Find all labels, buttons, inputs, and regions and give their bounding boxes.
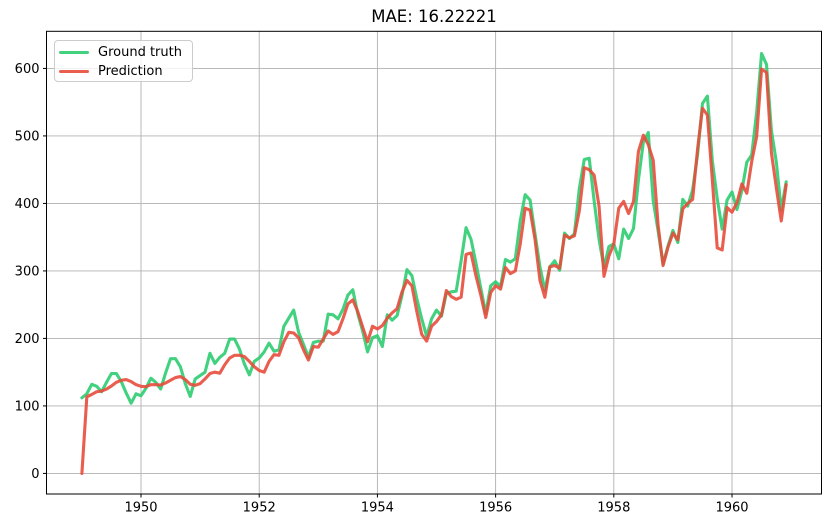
series-lines xyxy=(80,52,788,475)
prediction-swatch xyxy=(59,69,89,74)
x-tick-label: 1954 xyxy=(361,501,394,516)
axis-ticks: 1950 1952 1954 1956 1958 1960 0 100 200 300 400 500… xyxy=(15,62,749,516)
x-tick-label: 1958 xyxy=(597,501,630,516)
y-tick-label: 500 xyxy=(15,129,40,144)
y-tick-label: 100 xyxy=(15,399,40,414)
grid xyxy=(46,31,822,494)
y-tick-label: 0 xyxy=(31,467,39,482)
legend-label-prediction: Prediction xyxy=(98,64,163,79)
x-tick-label: 1952 xyxy=(243,501,276,516)
y-tick-label: 300 xyxy=(15,264,40,279)
x-tick-label: 1956 xyxy=(479,501,512,516)
legend-item-prediction: Prediction xyxy=(55,63,192,80)
x-tick-label: 1960 xyxy=(715,501,748,516)
chart-title: MAE: 16.22221 xyxy=(371,7,497,26)
prediction-line xyxy=(80,67,788,475)
plot-area-spines xyxy=(46,30,822,495)
ground-truth-swatch xyxy=(59,50,89,55)
legend-item-ground-truth: Ground truth xyxy=(55,44,192,61)
legend-label-ground-truth: Ground truth xyxy=(98,45,182,60)
x-tick-label: 1950 xyxy=(124,501,157,516)
y-tick-label: 400 xyxy=(15,197,40,212)
y-tick-label: 200 xyxy=(15,332,40,347)
y-tick-label: 600 xyxy=(15,62,40,77)
legend: Ground truth Prediction xyxy=(54,39,193,82)
